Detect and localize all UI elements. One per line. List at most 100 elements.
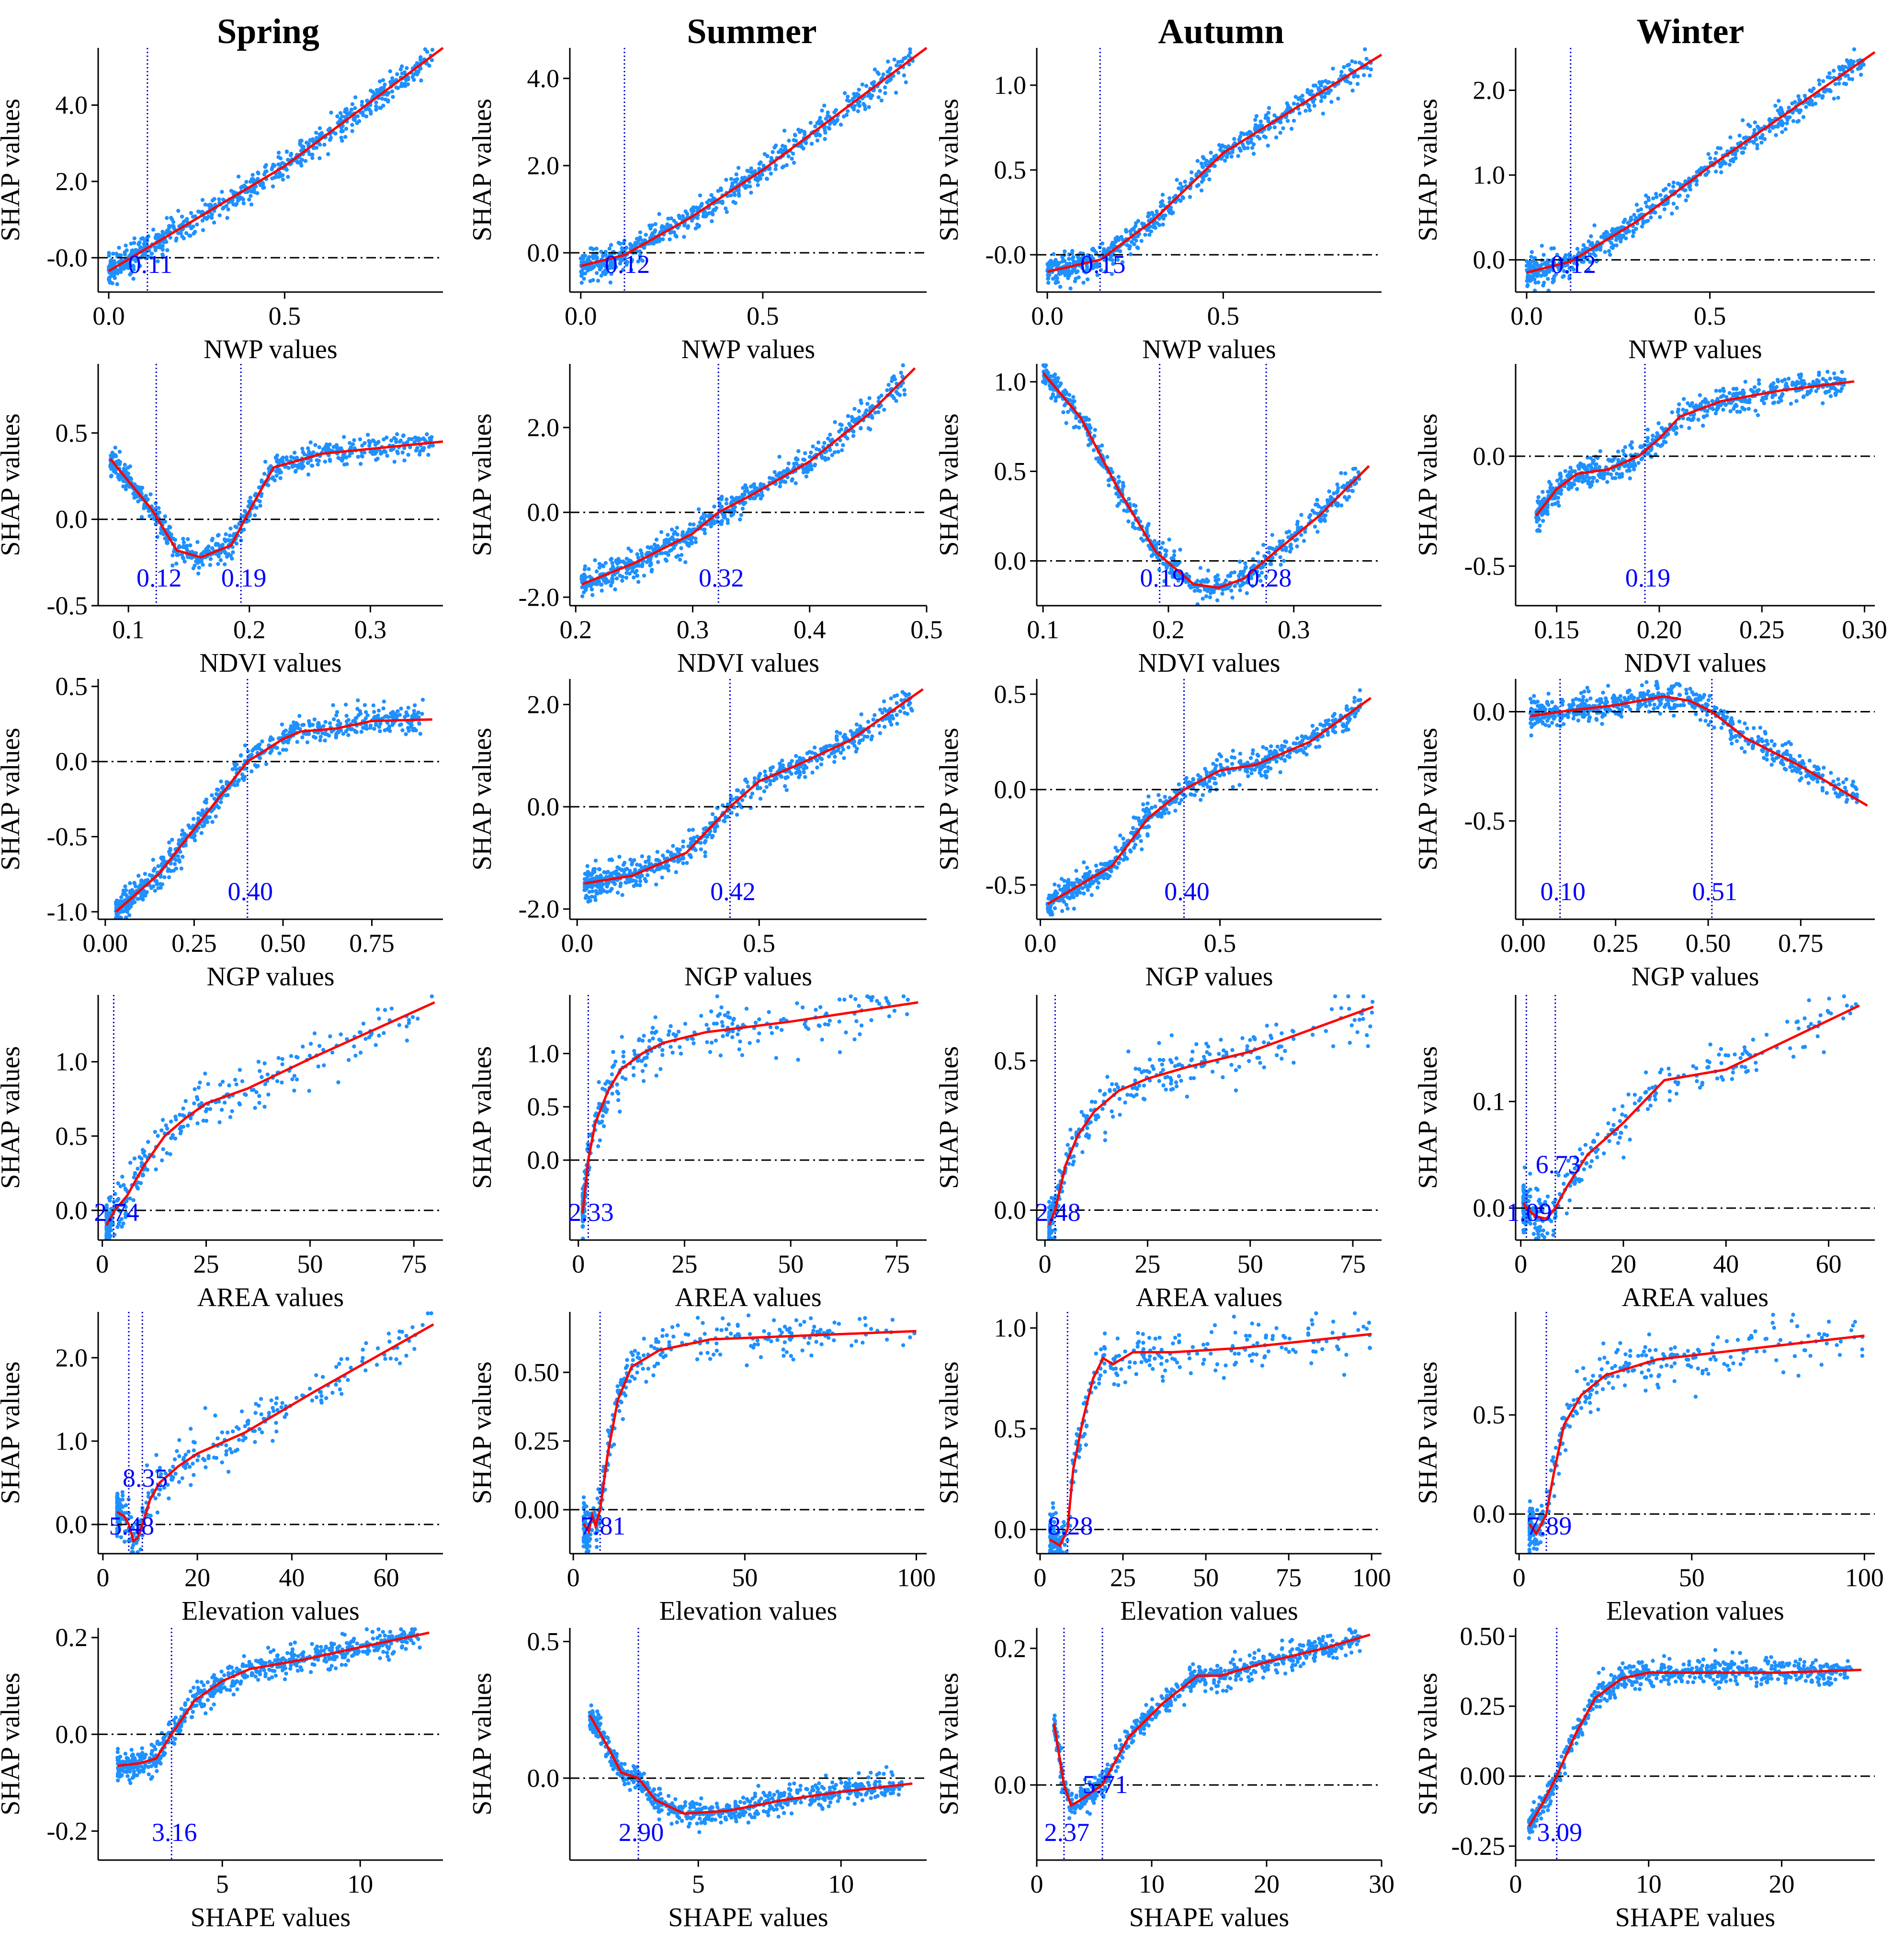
scatter-point	[132, 241, 136, 245]
scatter-point	[841, 114, 846, 119]
scatter-point	[316, 462, 320, 467]
scatter-point	[381, 103, 385, 108]
scatter-point	[221, 206, 225, 211]
scatter-point	[1785, 121, 1789, 125]
scatter-point	[1041, 380, 1045, 384]
scatter-point	[815, 138, 820, 143]
x-tick-label: 0.3	[677, 615, 709, 644]
scatter-point	[1201, 597, 1205, 601]
scatter-point	[310, 152, 315, 157]
scatter-point	[1195, 159, 1200, 163]
scatter-point	[181, 220, 186, 224]
scatter-point	[659, 530, 664, 534]
scatter-point	[252, 187, 256, 192]
scatter-point	[197, 210, 202, 214]
scatter-point	[347, 112, 351, 116]
scatter-point	[386, 90, 391, 95]
scatter-point	[1292, 119, 1296, 123]
scatter-point	[801, 457, 805, 462]
scatter-point	[756, 183, 760, 187]
scatter-point	[374, 104, 378, 109]
scatter-point	[1343, 495, 1347, 499]
scatter-point	[155, 245, 159, 249]
scatter-point	[262, 172, 267, 177]
scatter-point	[158, 245, 162, 250]
scatter-point	[334, 443, 339, 447]
scatter-point	[425, 432, 429, 437]
scatter-point	[1195, 184, 1199, 188]
scatter-point	[289, 455, 294, 459]
scatter-point	[734, 496, 739, 500]
scatter-point	[1540, 244, 1544, 248]
scatter-point	[350, 102, 355, 106]
scatter-point	[264, 169, 269, 174]
scatter-point	[1230, 596, 1235, 600]
scatter-point	[1046, 371, 1050, 375]
scatter-point	[342, 435, 346, 439]
scatter-point	[1256, 551, 1260, 555]
scatter-point	[752, 496, 757, 501]
scatter-point	[876, 410, 881, 415]
scatter-point	[1684, 198, 1688, 203]
scatter-point	[1215, 573, 1220, 577]
scatter-point	[1350, 59, 1354, 64]
scatter-point	[867, 105, 871, 109]
scatter-point	[338, 111, 343, 115]
scatter-point	[852, 107, 856, 112]
scatter-point	[317, 459, 321, 463]
scatter-point	[1778, 121, 1782, 126]
scatter-point	[430, 435, 434, 440]
scatter-point	[739, 513, 744, 517]
scatter-point	[1524, 263, 1529, 268]
scatter-point	[369, 112, 373, 116]
scatter-point	[1043, 364, 1047, 369]
scatter-point	[738, 517, 742, 522]
scatter-point	[719, 522, 724, 526]
scatter-point	[406, 452, 410, 457]
scatter-point	[1656, 421, 1661, 426]
scatter-point	[896, 60, 901, 64]
scatter-point	[286, 158, 290, 162]
scatter-point	[1650, 438, 1655, 442]
scatter-points-autumn-ndvi	[1041, 363, 1361, 607]
scatter-point	[736, 166, 741, 170]
scatter-point	[258, 504, 262, 508]
scatter-point	[762, 152, 767, 157]
scatter-point	[749, 166, 753, 170]
y-tick-label: 4.0	[527, 64, 560, 93]
scatter-point	[278, 156, 283, 160]
scatter-point	[234, 542, 239, 546]
scatter-point	[636, 238, 641, 243]
scatter-point	[1832, 96, 1836, 101]
scatter-point	[220, 190, 224, 194]
scatter-point	[1110, 243, 1114, 247]
scatter-point	[892, 396, 896, 400]
scatter-point	[688, 522, 692, 527]
scatter-point	[264, 163, 268, 167]
scatter-point	[200, 210, 204, 214]
scatter-point	[110, 273, 114, 278]
scatter-point	[271, 475, 275, 480]
x-axis-label-winter-nwp: NWP values	[1628, 335, 1762, 364]
scatter-point	[306, 450, 311, 454]
scatter-point	[1201, 157, 1206, 161]
scatter-point	[1311, 83, 1316, 88]
scatter-point	[341, 455, 346, 460]
scatter-point	[857, 103, 862, 108]
scatter-point	[1821, 79, 1825, 83]
scatter-point	[1134, 238, 1138, 243]
scatter-point	[666, 532, 670, 537]
scatter-point	[633, 241, 638, 245]
scatter-point	[1842, 81, 1847, 86]
scatter-point	[601, 564, 606, 568]
scatter-point	[1226, 574, 1230, 578]
scatter-point	[210, 215, 214, 220]
scatter-point	[1525, 284, 1530, 288]
scatter-point	[1266, 144, 1270, 148]
x-tick-label: 0.1	[1027, 615, 1059, 644]
scatter-point	[824, 116, 828, 121]
scatter-point	[632, 575, 636, 580]
scatter-point	[857, 409, 861, 413]
scatter-point	[276, 162, 281, 167]
